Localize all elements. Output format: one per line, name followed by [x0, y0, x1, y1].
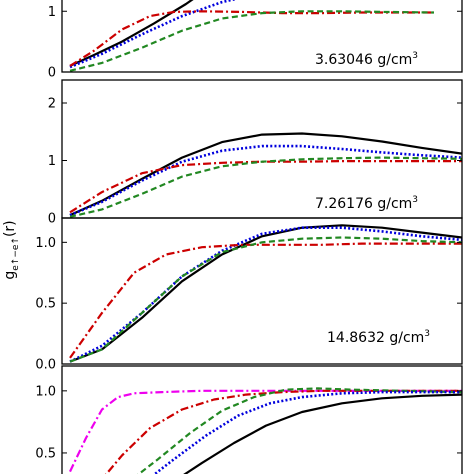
series-line-black [69, 0, 194, 67]
y-tick-label: 2 [48, 97, 56, 112]
y-tick-label: 0.5 [35, 446, 56, 461]
y-tick-label: 0 [48, 66, 56, 81]
panel-2: 0 1 2 7.26176 g/cm3 [48, 79, 463, 227]
series-line-green [137, 387, 462, 474]
series-line-black [183, 393, 462, 474]
y-tick-label: 1 [48, 154, 56, 169]
series-line-blue [69, 0, 238, 69]
panel-3: 0.0 0.5 1.0 14.8632 g/cm3 [35, 217, 463, 373]
panel-3-frame [61, 217, 463, 365]
series-line-blue [69, 226, 462, 363]
series-line-red [69, 160, 462, 214]
series-line-blue [69, 144, 462, 217]
panel-1-series [69, 0, 435, 72]
y-tick-label: 0.5 [35, 297, 56, 312]
series-line-red [69, 242, 462, 359]
series-line-black [69, 224, 462, 363]
y-axis-label-main: g [2, 271, 18, 280]
panel-2-series [69, 132, 462, 218]
panel-4-frame [61, 365, 463, 474]
density-superscript: 3 [412, 195, 418, 205]
series-line-red [104, 389, 462, 474]
panel-4: 0.5 1.0 [35, 365, 463, 474]
y-axis-label: ge↑−e↑(r) [2, 220, 21, 279]
panel-4-series [69, 387, 462, 474]
density-value: 14.8632 g/cm [327, 330, 424, 346]
panel-1-frame [61, 0, 463, 73]
density-superscript: 3 [412, 51, 418, 61]
series-line-green [69, 10, 435, 72]
density-superscript: 3 [424, 329, 430, 339]
y-axis-label-sub: e↑−e↑ [11, 237, 21, 271]
y-tick-label: 1 [48, 5, 56, 20]
series-line-green [69, 236, 462, 363]
series-line-black [69, 132, 462, 217]
y-axis-label-arg: (r) [2, 220, 18, 237]
series-line-magenta [69, 389, 462, 473]
density-value: 3.63046 g/cm [315, 52, 412, 68]
y-tick-label: 1.0 [35, 236, 56, 251]
series-line-red [69, 10, 434, 67]
y-tick-label: 0 [48, 212, 56, 227]
density-label: 14.8632 g/cm3 [327, 329, 430, 346]
series-line-blue [152, 390, 462, 474]
panel-1: 0 1 3.63046 g/cm3 [48, 0, 463, 81]
density-label: 7.26176 g/cm3 [315, 195, 418, 212]
panel-3-series [69, 224, 462, 363]
y-tick-label: 0.0 [35, 358, 56, 373]
series-line-green [69, 156, 462, 218]
density-label: 3.63046 g/cm3 [315, 51, 418, 68]
y-tick-label: 1.0 [35, 384, 56, 399]
density-value: 7.26176 g/cm [315, 196, 412, 212]
